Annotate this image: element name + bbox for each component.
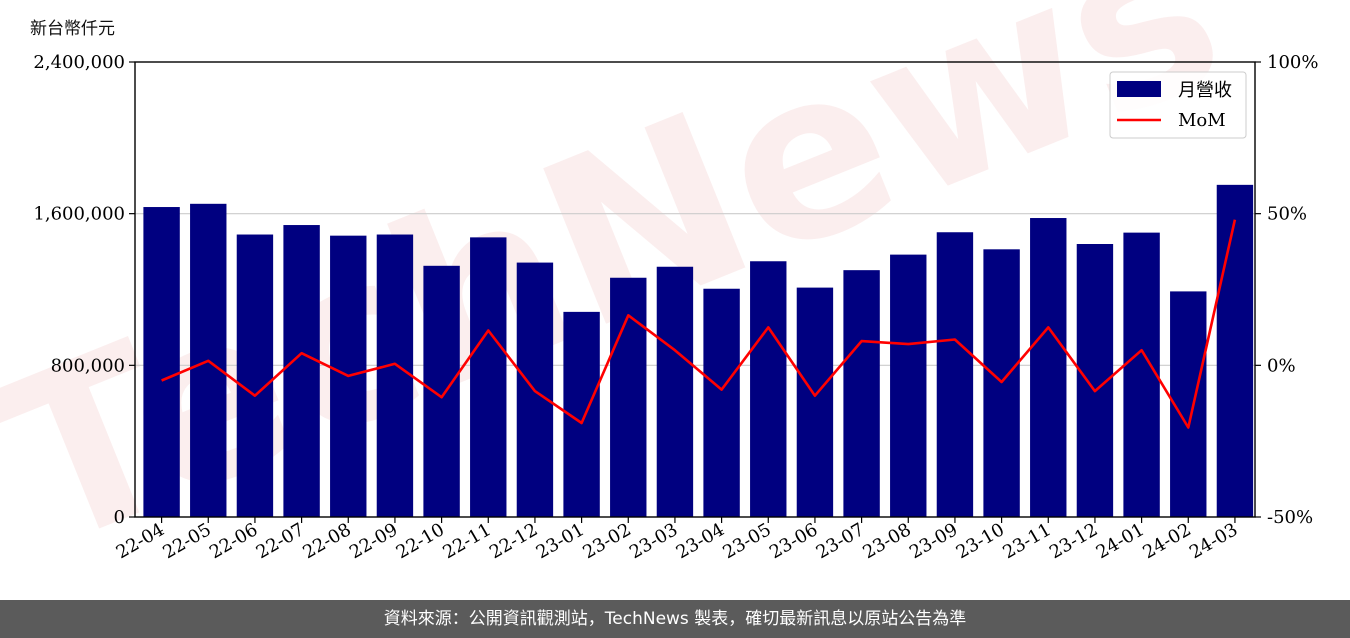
- revenue-bar: [1123, 232, 1160, 517]
- x-tick-label: 24-01: [1093, 519, 1148, 563]
- axes: 0 800,000 1,600,000 2,400,000 -50% 0% 50% 100% 2…: [33, 52, 1318, 563]
- legend: 月營收 MoM: [1109, 71, 1247, 139]
- mom-line: [161, 219, 1237, 429]
- y-right-tick-label: 0%: [1267, 355, 1296, 376]
- revenue-bar: [423, 265, 460, 517]
- x-tick-label: 23-11: [999, 519, 1054, 563]
- x-tick-label: 22-08: [299, 519, 354, 563]
- revenue-bar: [376, 234, 414, 518]
- x-tick-label: 22-12: [486, 519, 541, 563]
- y-axis-unit-label: 新台幣仟元: [30, 19, 115, 39]
- x-tick-label: 22-07: [253, 519, 308, 563]
- x-tick-label: 23-01: [533, 519, 588, 563]
- x-tick-label: 24-03: [1186, 519, 1241, 563]
- revenue-bar: [1216, 184, 1254, 517]
- y-left-tick-label: 0: [114, 507, 125, 528]
- revenue-bar: [610, 277, 647, 517]
- x-tick-label: 23-04: [673, 519, 728, 563]
- revenue-bar: [703, 288, 740, 517]
- revenue-bar: [890, 254, 927, 517]
- x-tick-label: 22-10: [393, 519, 448, 563]
- y-right-tick-label: -50%: [1267, 507, 1313, 528]
- revenue-bar: [236, 234, 274, 518]
- revenue-bar: [1170, 291, 1207, 517]
- combo-chart: TechNews 0800,0001,600,0002,400,000-50%0…: [0, 0, 1318, 600]
- x-tick-label: 23-06: [766, 519, 821, 563]
- x-tick-label: 23-05: [719, 519, 774, 563]
- revenue-bar: [470, 237, 507, 518]
- y-right-tick-label: 100%: [1267, 52, 1318, 73]
- y-left-tick-label: 800,000: [51, 355, 125, 376]
- x-tick-label: 23-09: [906, 519, 961, 563]
- revenue-bar: [1030, 218, 1067, 517]
- y-left-tick-label: 1,600,000: [33, 204, 125, 225]
- x-tick-label: 23-12: [1046, 519, 1101, 563]
- x-tick-label: 23-10: [953, 519, 1008, 563]
- source-footer: 資料來源：公開資訊觀測站，TechNews 製表，確切最新訊息以原站公告為準: [0, 600, 1350, 638]
- revenue-bar: [656, 266, 694, 517]
- x-tick-label: 24-02: [1139, 519, 1194, 563]
- revenue-bar: [143, 207, 180, 517]
- revenue-bar: [936, 232, 974, 517]
- x-tick-label: 23-07: [813, 519, 868, 563]
- revenue-bar: [750, 261, 787, 517]
- mom-line-layer: [161, 219, 1237, 429]
- y-left-tick-label: 2,400,000: [33, 52, 125, 73]
- plot-frame: [134, 61, 1256, 518]
- gridlines: [135, 213, 1255, 366]
- x-tick-label: 22-09: [346, 519, 401, 563]
- x-tick-label: 22-11: [439, 519, 494, 563]
- x-tick-label: 23-08: [859, 519, 914, 563]
- x-tick-label: 23-03: [626, 519, 681, 563]
- legend-bar-swatch: [1117, 81, 1161, 97]
- y-right-tick-label: 50%: [1267, 204, 1307, 225]
- revenue-bar: [796, 287, 834, 517]
- x-tick-label: 23-02: [579, 519, 634, 563]
- legend-label-mom: MoM: [1178, 110, 1226, 131]
- revenue-bar: [283, 225, 320, 517]
- revenue-bar: [843, 270, 880, 517]
- legend-label-revenue: 月營收: [1178, 80, 1232, 101]
